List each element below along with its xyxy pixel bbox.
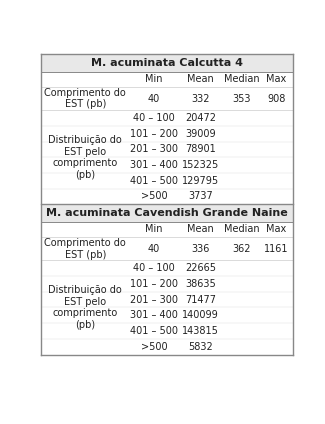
Text: Comprimento do
EST (pb): Comprimento do EST (pb) <box>45 238 126 259</box>
Text: 362: 362 <box>232 244 251 254</box>
Text: 129795: 129795 <box>182 176 219 186</box>
Text: 143815: 143815 <box>182 326 219 336</box>
Text: Max: Max <box>266 224 286 234</box>
Text: Distribuição do
EST pelo
comprimento
(pb): Distribuição do EST pelo comprimento (pb… <box>48 135 122 180</box>
Text: 201 – 300: 201 – 300 <box>130 145 178 154</box>
Text: 5832: 5832 <box>188 342 213 351</box>
Text: 22665: 22665 <box>185 263 216 273</box>
Text: Median: Median <box>224 224 259 234</box>
Text: M. acuminata Calcutta 4: M. acuminata Calcutta 4 <box>91 58 242 68</box>
Text: Distribuição do
EST pelo
comprimento
(pb): Distribuição do EST pelo comprimento (pb… <box>48 285 122 330</box>
Text: 908: 908 <box>267 94 285 103</box>
Text: Mean: Mean <box>187 224 214 234</box>
Text: 38635: 38635 <box>185 279 216 289</box>
Text: M. acuminata Cavendish Grande Naine: M. acuminata Cavendish Grande Naine <box>46 208 287 218</box>
Text: 20472: 20472 <box>185 113 216 123</box>
Text: 40 – 100: 40 – 100 <box>133 263 175 273</box>
Text: 152325: 152325 <box>182 160 219 170</box>
Text: 301 – 400: 301 – 400 <box>130 160 178 170</box>
Text: Min: Min <box>145 224 163 234</box>
Bar <box>41 54 292 72</box>
Text: 101 – 200: 101 – 200 <box>130 279 178 289</box>
Text: 71477: 71477 <box>185 295 216 305</box>
Text: 401 – 500: 401 – 500 <box>130 176 178 186</box>
Text: 40 – 100: 40 – 100 <box>133 113 175 123</box>
Text: 39009: 39009 <box>185 129 216 139</box>
Text: 40: 40 <box>148 94 160 103</box>
Text: Mean: Mean <box>187 74 214 84</box>
Text: Min: Min <box>145 74 163 84</box>
Text: 332: 332 <box>191 94 210 103</box>
Text: >500: >500 <box>141 342 167 351</box>
Text: 301 – 400: 301 – 400 <box>130 310 178 320</box>
Text: 401 – 500: 401 – 500 <box>130 326 178 336</box>
Text: 1161: 1161 <box>264 244 288 254</box>
Bar <box>41 204 292 222</box>
Text: 101 – 200: 101 – 200 <box>130 129 178 139</box>
Text: 336: 336 <box>191 244 210 254</box>
Text: >500: >500 <box>141 192 167 201</box>
Text: 40: 40 <box>148 244 160 254</box>
Text: 140099: 140099 <box>182 310 219 320</box>
Text: 353: 353 <box>232 94 251 103</box>
Text: Comprimento do
EST (pb): Comprimento do EST (pb) <box>45 88 126 109</box>
Text: 78901: 78901 <box>185 145 216 154</box>
Text: Max: Max <box>266 74 286 84</box>
Text: 201 – 300: 201 – 300 <box>130 295 178 305</box>
Text: Median: Median <box>224 74 259 84</box>
Text: 3737: 3737 <box>188 192 213 201</box>
